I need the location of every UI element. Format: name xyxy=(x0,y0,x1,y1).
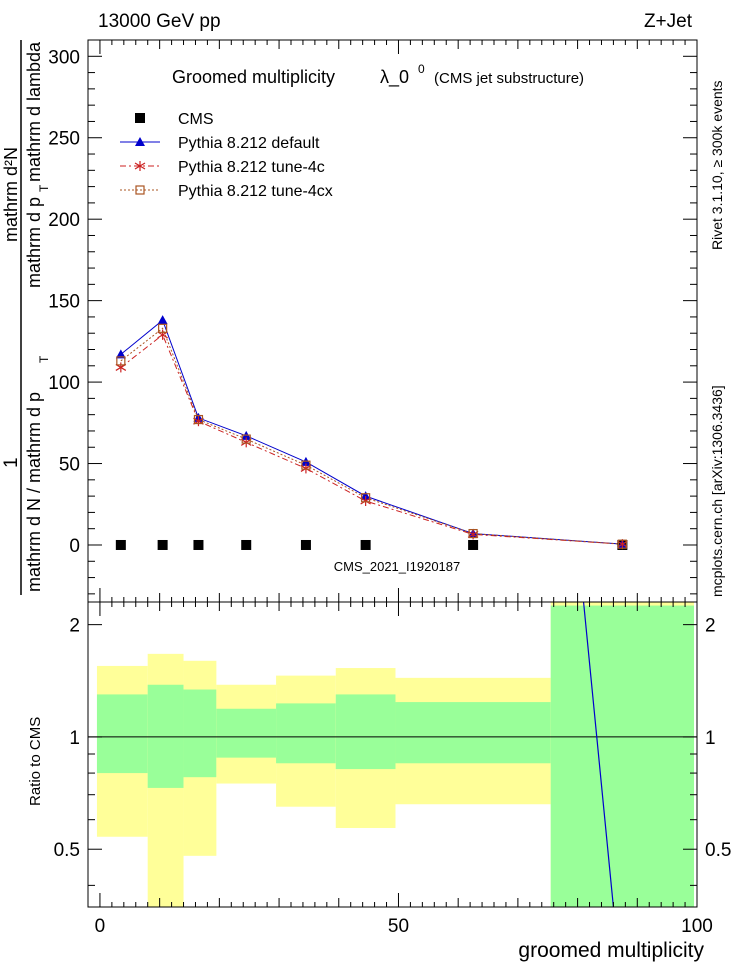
analysis-id: CMS_2021_I1920187 xyxy=(334,559,461,574)
ratio-tick-label-left: 0.5 xyxy=(54,840,80,861)
y-tick-label: 0 xyxy=(69,536,80,557)
ratio-tick-label-left: 2 xyxy=(69,616,80,637)
legend-entry-1: Pythia 8.212 default xyxy=(178,135,320,152)
star-stroke xyxy=(300,464,312,472)
series-line-3 xyxy=(120,327,623,545)
legend-marker-3 xyxy=(135,185,145,195)
legend: CMS Pythia 8.212 default Pythia 8.212 tune… xyxy=(120,111,333,200)
title-symbol: λ_0 xyxy=(380,67,409,88)
series-3-point xyxy=(158,323,168,333)
series-3-point xyxy=(361,493,371,503)
star-stroke xyxy=(360,497,371,505)
ratio-band-green-7 xyxy=(550,605,695,907)
ratio-plot: 0 50 100 0.5 0.5 1 1 2 2 xyxy=(54,601,731,937)
y-label-fraction-numerator: mathrm d²N xyxy=(1,147,21,242)
ratio-band-green-5 xyxy=(335,694,396,770)
legend-marker-2 xyxy=(134,161,146,171)
y-label-fraction-denominator: mathrm d p xyxy=(24,197,44,288)
rivet-label: Rivet 3.1.10, ≥ 300k events xyxy=(709,80,725,250)
legend-entry-3: Pythia 8.212 tune-4cx xyxy=(178,183,333,200)
legend-entry-0: CMS xyxy=(178,111,214,128)
y-label-bottom: mathrm d N / mathrm d p xyxy=(24,392,44,592)
ratio-tick-label-right: 1 xyxy=(705,728,716,749)
y-tick-label: 300 xyxy=(48,47,80,68)
ratio-frame xyxy=(87,601,698,908)
plot-title: Groomed multiplicity λ_0 0 (CMS jet subs… xyxy=(172,62,584,88)
ratio-band-green-3 xyxy=(216,708,277,758)
ratio-model-line xyxy=(582,601,615,908)
legend-marker-1 xyxy=(135,137,145,146)
legend-marker-0 xyxy=(135,113,145,123)
series-3-point xyxy=(468,528,478,539)
ratio-band-green-4 xyxy=(276,703,336,764)
mcplots-label: mcplots.cern.ch [arXiv:1306.3436] xyxy=(709,385,725,597)
series-0-point xyxy=(193,539,204,550)
title-symbol-sup: 0 xyxy=(418,62,425,76)
star-stroke xyxy=(134,162,146,170)
title-note: (CMS jet substructure) xyxy=(434,70,584,87)
y-axis-label: 1 mathrm d²N mathrm d p T mathrm d lambd… xyxy=(1,40,51,595)
series-2-point xyxy=(240,437,252,448)
y-tick-label: 200 xyxy=(48,210,80,231)
series-0-point xyxy=(300,539,311,550)
series-3-point xyxy=(241,434,251,444)
series-0-point xyxy=(241,539,252,550)
x-axis-label: groomed multiplicity xyxy=(518,939,704,962)
y-tick-label: 250 xyxy=(48,129,80,150)
ratio-band-green-6 xyxy=(395,702,551,764)
ratio-band-green-0 xyxy=(96,694,148,774)
star-stroke xyxy=(240,438,252,446)
title-text: Groomed multiplicity xyxy=(172,67,335,87)
ratio-y-label: Ratio to CMS xyxy=(27,717,44,806)
y-label-bottom-sub: T xyxy=(37,355,51,363)
y-tick-label: 100 xyxy=(48,373,80,394)
series-2-point xyxy=(360,496,371,507)
y-tick-label: 50 xyxy=(59,455,80,476)
series-line-2 xyxy=(120,334,623,545)
ratio-tick-label-right: 0.5 xyxy=(705,840,731,861)
series-2-point xyxy=(617,539,628,550)
ratio-tick-label-left: 1 xyxy=(69,728,80,749)
series-3-point xyxy=(116,356,126,366)
header-energy: 13000 GeV pp xyxy=(98,11,221,32)
series-3-point xyxy=(617,539,627,549)
series-line-1 xyxy=(120,319,623,545)
ratio-bands xyxy=(96,602,695,907)
x-tick-label: 0 xyxy=(95,916,106,937)
x-tick-label: 50 xyxy=(388,916,409,937)
y-label-fraction-denominator2: mathrm d lambda xyxy=(24,41,44,182)
legend-entry-2: Pythia 8.212 tune-4c xyxy=(178,159,325,176)
y-tick-label: 150 xyxy=(48,292,80,313)
ratio-band-green-2 xyxy=(183,689,217,778)
main-plot: 0 50 100 150 200 250 300 xyxy=(48,39,698,603)
series-3-point xyxy=(301,460,311,470)
series-3-point xyxy=(193,414,204,425)
y-label-one: 1 xyxy=(1,457,22,468)
series-1-point xyxy=(115,349,126,359)
header-process: Z+Jet xyxy=(644,11,693,32)
series-0-point xyxy=(157,539,168,550)
star-stroke xyxy=(617,540,628,548)
x-tick-label: 100 xyxy=(681,916,713,937)
ratio-tick-label-right: 2 xyxy=(705,616,716,637)
star-stroke xyxy=(467,530,479,538)
y-label-fraction-denominator-sub: T xyxy=(37,184,51,192)
ratio-band-green-1 xyxy=(147,684,184,788)
series-1-point xyxy=(157,315,168,325)
series-0-point xyxy=(468,539,479,550)
series-0-point xyxy=(360,539,371,550)
series-1-point xyxy=(360,491,371,501)
series-2-point xyxy=(300,463,312,474)
series-0-point xyxy=(115,539,126,550)
